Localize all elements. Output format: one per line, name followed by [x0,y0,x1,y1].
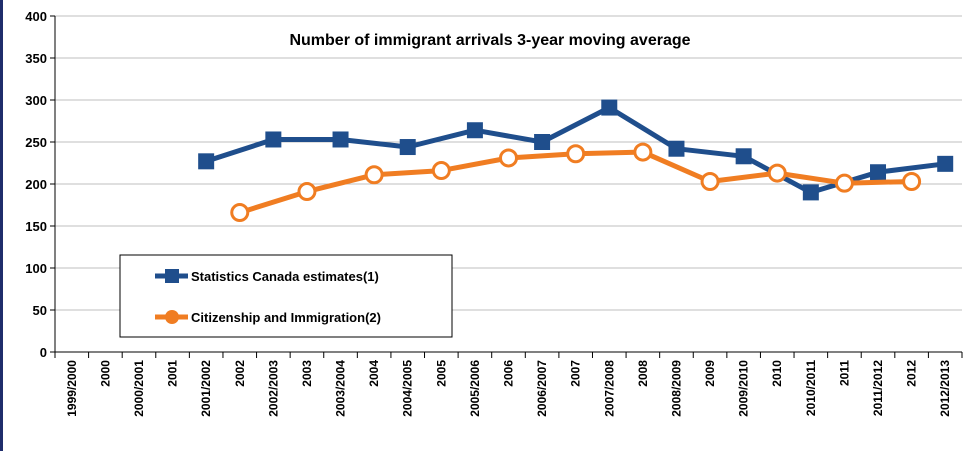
data-point-circle [902,171,922,191]
legend: Statistics Canada estimates(1) Citizensh… [119,254,453,338]
frame-border [0,0,3,451]
x-tick-label: 2006/2007 [535,360,549,417]
x-tick-label: 2005 [434,360,448,387]
x-tick-label: 2000 [98,360,112,387]
legend-label-cic: Citizenship and Immigration(2) [191,310,381,325]
data-point-square [332,131,349,148]
x-tick-label: 2006 [502,360,516,387]
legend-box [119,254,453,338]
legend-item-statcan: Statistics Canada estimates(1) [155,269,379,284]
x-tick-label: 2001 [166,360,180,387]
x-axis: 1999/2000 2000 2000/2001 2001 2001/2002 2002 2… [54,351,963,417]
x-tick-label: 2011/2012 [871,360,885,416]
x-tick-label: 2002 [233,360,247,387]
x-tick-label: 1999/2000 [65,360,79,417]
y-tick-label: 350 [25,51,47,66]
data-point-square [937,155,954,172]
y-tick-label: 400 [25,9,47,24]
x-tick-label: 2005/2006 [468,360,482,417]
legend-label-statcan: Statistics Canada estimates(1) [191,269,379,284]
y-tick-label: 300 [25,93,47,108]
series-layer [198,99,954,223]
data-point-circle [767,163,787,183]
data-point-square [735,148,752,165]
x-tick-label: 2010 [770,360,784,387]
x-tick-label: 2004 [367,360,381,387]
data-point-circle [700,171,720,191]
x-tick-label: 2003/2004 [334,360,348,417]
y-axis: 0 50 100 150 200 250 300 350 400 [25,9,56,360]
data-point-square [265,131,282,148]
data-point-circle [297,182,317,202]
x-tick-label: 2008/2009 [669,360,683,417]
data-point-circle [566,144,586,164]
x-tick-label: 2007 [569,360,583,387]
data-point-square [870,164,887,181]
y-tick-label: 200 [25,177,47,192]
data-point-circle [230,203,250,223]
series-line-0 [205,105,946,195]
x-tick-label: 2012 [905,360,919,387]
x-tick-label: 2010/2011 [804,360,818,416]
chart-title: Number of immigrant arrivals 3-year movi… [289,32,690,49]
y-tick-label: 250 [25,135,47,150]
x-tick-label: 2009 [703,360,717,387]
data-point-square [466,122,483,139]
data-point-circle [431,161,451,181]
x-tick-label: 2008 [636,360,650,387]
data-point-square [399,139,416,156]
data-point-square [534,134,551,150]
y-tick-label: 0 [40,345,47,360]
y-tick-label: 150 [25,219,47,234]
data-point-circle [834,173,854,193]
data-point-square [601,99,618,116]
legend-marker-cic [165,310,179,324]
x-tick-label: 2009/2010 [737,360,751,417]
x-tick-label: 2007/2008 [602,360,616,417]
x-tick-label: 2012/2013 [938,360,952,417]
x-tick-label: 2011 [837,360,851,386]
x-tick-label: 2002/2003 [266,360,280,417]
x-tick-label: 2000/2001 [132,360,146,417]
x-tick-label: 2003 [300,360,314,387]
data-point-circle [364,165,384,185]
data-point-circle [499,148,518,168]
data-point-square [668,140,685,157]
x-tick-label: 2004/2005 [401,360,415,417]
y-tick-label: 100 [25,261,47,276]
data-point-circle [633,142,653,162]
data-point-square [198,153,215,170]
x-tick-label: 2001/2002 [199,360,213,417]
legend-item-cic: Citizenship and Immigration(2) [155,310,381,325]
y-tick-label: 50 [33,303,47,318]
data-point-square [802,184,819,201]
legend-marker-statcan [165,269,179,283]
